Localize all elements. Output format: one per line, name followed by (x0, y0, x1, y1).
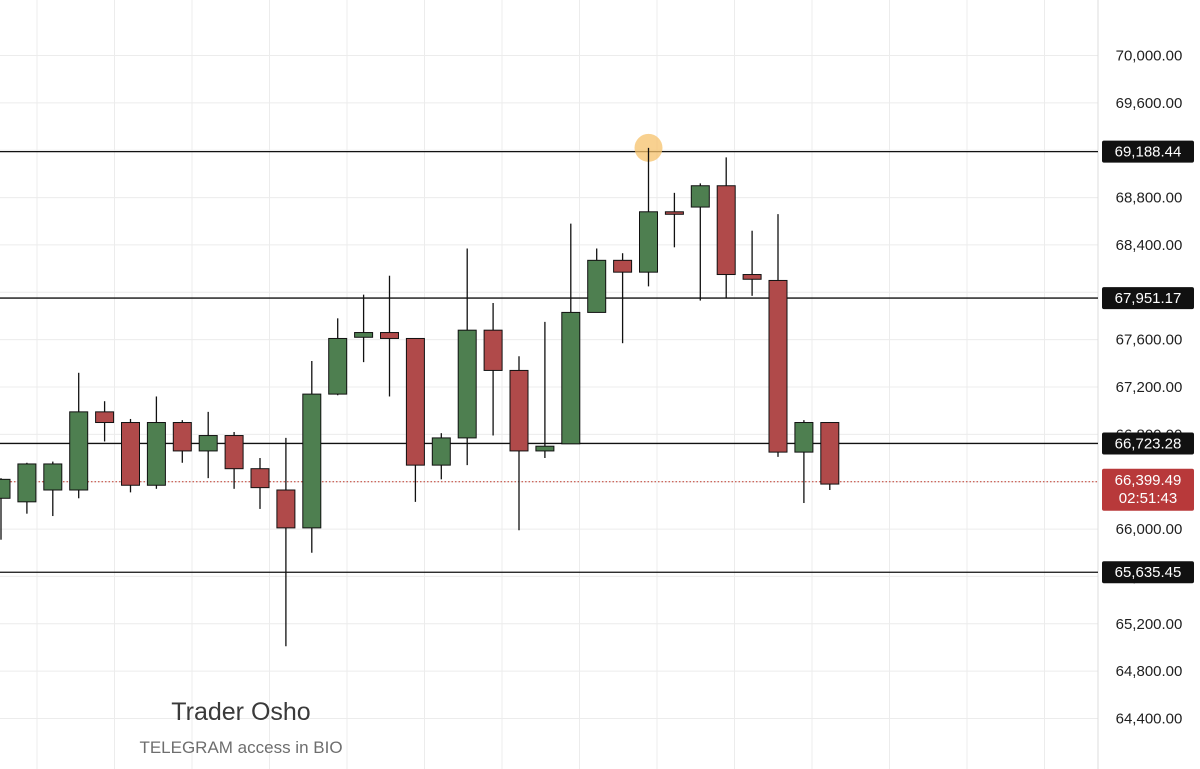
candle-body-bullish[interactable] (328, 337, 348, 395)
candle-body-bearish[interactable] (742, 274, 762, 280)
candle-body-bearish[interactable] (95, 411, 115, 424)
price-level-tag (1102, 140, 1194, 163)
price-tick-label: 64,400.00 (1116, 710, 1183, 727)
price-level-tag-label: 66,723.28 (1115, 435, 1182, 452)
candle-body-bearish[interactable] (172, 422, 192, 452)
candle-body-bearish[interactable] (250, 468, 270, 489)
candle-body-bearish[interactable] (380, 332, 399, 339)
price-level-tag (1102, 432, 1194, 455)
candle-body-bearish[interactable] (820, 422, 840, 485)
price-tick-label: 65,200.00 (1116, 616, 1183, 633)
watermark-subtitle: TELEGRAM access in BIO (139, 738, 343, 757)
candle-body-bullish[interactable] (354, 332, 374, 338)
candle-body-bullish[interactable] (561, 311, 581, 445)
candle-body-bullish[interactable] (0, 478, 11, 499)
candle-body-bullish[interactable] (431, 437, 451, 466)
candle-body-bullish[interactable] (535, 445, 555, 452)
candles (0, 133, 840, 647)
price-tick-label: 67,200.00 (1116, 379, 1183, 396)
candle-body-bearish[interactable] (224, 435, 244, 470)
candle-body-bullish[interactable] (146, 422, 166, 486)
candle-body-bearish[interactable] (613, 259, 633, 273)
price-tick-label: 70,000.00 (1116, 48, 1183, 65)
candle-body-bullish[interactable] (17, 463, 37, 503)
price-level-tag-label: 65,635.45 (1115, 564, 1182, 581)
candle-body-bearish[interactable] (509, 369, 529, 452)
candle-body-bearish[interactable] (405, 337, 425, 466)
candle-body-bullish[interactable] (43, 463, 63, 491)
candle-body-bearish[interactable] (276, 489, 296, 529)
candle-body-bullish[interactable] (639, 211, 658, 273)
candle-body-bullish[interactable] (198, 435, 218, 452)
current-price-tag (1102, 468, 1194, 511)
price-tick-label: 67,600.00 (1116, 332, 1183, 349)
candle-body-bearish[interactable] (768, 279, 788, 453)
candle-body-bullish[interactable] (587, 259, 607, 313)
candle-body-bullish[interactable] (794, 422, 814, 453)
price-level-tag-label: 67,951.17 (1115, 290, 1182, 307)
price-level-tag-label: 69,188.44 (1115, 144, 1182, 161)
candle-body-bullish[interactable] (457, 329, 477, 439)
candle-body-bearish[interactable] (483, 329, 503, 371)
bar-countdown-label: 02:51:43 (1119, 490, 1177, 507)
candle-body-bullish[interactable] (302, 393, 322, 529)
price-tick-label: 68,400.00 (1116, 237, 1183, 254)
price-tick-label: 66,000.00 (1116, 521, 1183, 538)
price-level-tag (1102, 287, 1194, 310)
candle-body-bearish[interactable] (716, 185, 736, 276)
price-tags: 69,188.44 67,951.17 66,723.28 65,635.45 66,3… (1102, 140, 1194, 584)
price-tick-label: 64,800.00 (1116, 663, 1183, 680)
price-tick-label: 68,800.00 (1116, 190, 1183, 207)
watermark-title: Trader Osho (171, 698, 311, 726)
candle-body-bullish[interactable] (690, 185, 710, 208)
candle-body-bearish[interactable] (664, 211, 684, 215)
candle-body-bullish[interactable] (69, 411, 89, 491)
candle-body-bearish[interactable] (121, 422, 140, 486)
price-tick-label: 69,600.00 (1116, 95, 1183, 112)
current-price-label: 66,399.49 (1115, 472, 1182, 489)
price-level-tag (1102, 561, 1194, 584)
